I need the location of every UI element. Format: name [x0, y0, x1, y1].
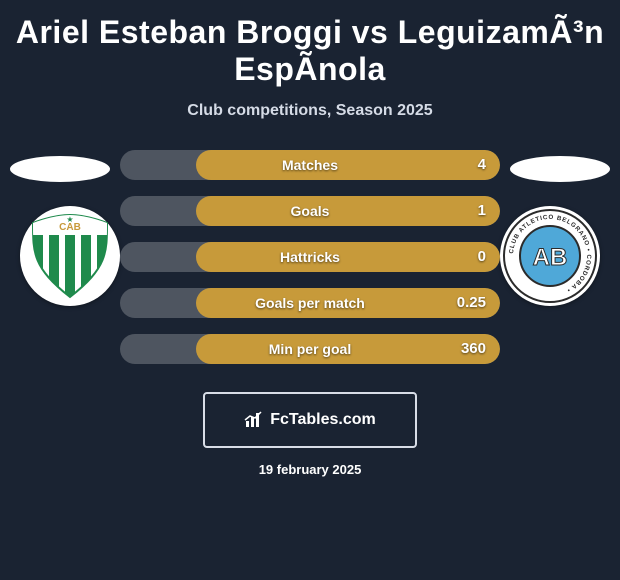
- stat-value: 360: [461, 334, 486, 364]
- team-left-badge: CAB ★: [20, 206, 120, 306]
- stat-row: Goals 1: [120, 196, 500, 226]
- footer-date: 19 february 2025: [0, 462, 620, 477]
- page-title: Ariel Esteban Broggi vs LeguizamÃ³n EspÃ…: [0, 0, 620, 88]
- stat-value: 0.25: [457, 288, 486, 318]
- stat-label: Min per goal: [120, 334, 500, 364]
- stat-row: Goals per match 0.25: [120, 288, 500, 318]
- stat-label: Goals per match: [120, 288, 500, 318]
- player-right-placeholder: [510, 156, 610, 182]
- stat-rows: Matches 4 Goals 1 Hattricks 0 Goals per …: [120, 148, 500, 364]
- stat-label: Matches: [120, 150, 500, 180]
- source-badge: FcTables.com: [203, 392, 417, 448]
- stat-value: 4: [478, 150, 486, 180]
- svg-text:AB: AB: [533, 244, 568, 271]
- stat-row: Matches 4: [120, 150, 500, 180]
- source-label: FcTables.com: [270, 411, 376, 429]
- page: Ariel Esteban Broggi vs LeguizamÃ³n EspÃ…: [0, 0, 620, 580]
- belgrano-crest-icon: CLUB ATLETICO BELGRANO • CORDOBA • AB: [502, 208, 598, 304]
- page-subtitle: Club competitions, Season 2025: [0, 102, 620, 120]
- svg-text:★: ★: [66, 215, 73, 224]
- banfield-crest-icon: CAB ★: [27, 213, 113, 299]
- stat-label: Goals: [120, 196, 500, 226]
- bar-chart-icon: [244, 411, 264, 429]
- stat-row: Hattricks 0: [120, 242, 500, 272]
- team-right-badge: CLUB ATLETICO BELGRANO • CORDOBA • AB: [500, 206, 600, 306]
- player-left-placeholder: [10, 156, 110, 182]
- stat-value: 1: [478, 196, 486, 226]
- comparison-content: CAB ★ CLUB ATLETICO BELGRANO • CORDOBA •…: [0, 148, 620, 477]
- stat-label: Hattricks: [120, 242, 500, 272]
- stat-row: Min per goal 360: [120, 334, 500, 364]
- stat-value: 0: [478, 242, 486, 272]
